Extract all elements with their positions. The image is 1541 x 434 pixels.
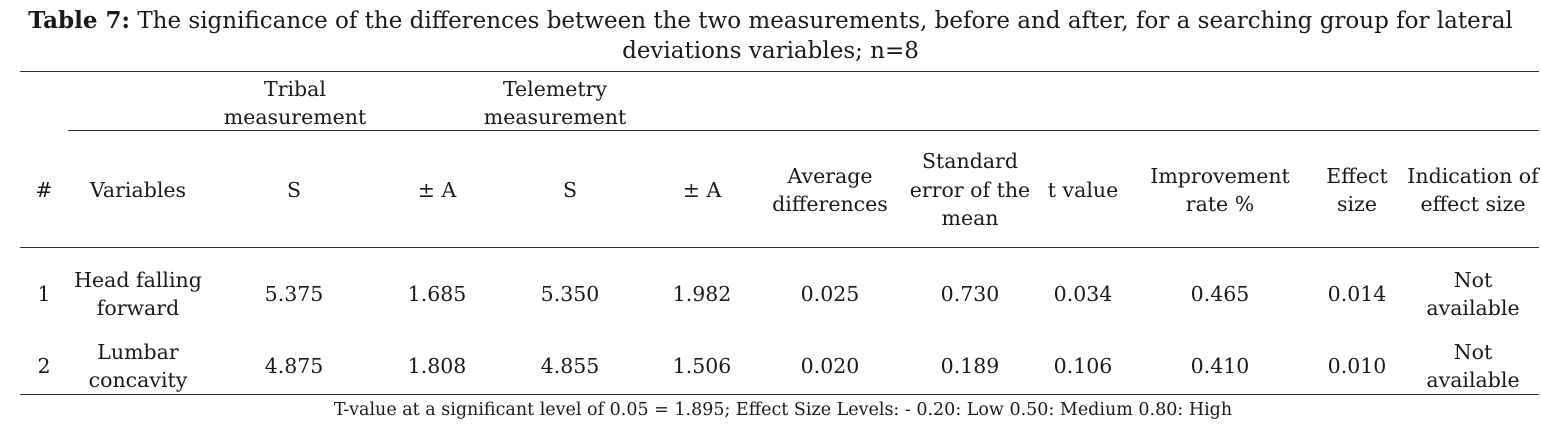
table-cell-variable: Head falling forward (74, 267, 202, 321)
col-header-num: # (35, 177, 53, 202)
col-header-tele-s: S (562, 177, 578, 202)
col-header-average-differences: Average differences (772, 163, 888, 217)
col-header-tele-a: ± A (682, 177, 722, 202)
col-header-tribal-a: ± A (417, 177, 457, 202)
bottom-rule (20, 394, 1539, 395)
col-header-tribal-s: S (286, 177, 302, 202)
group-header-tribal: Tribal measurement (223, 76, 367, 130)
table-cell-effect-size: 0.014 (1327, 281, 1387, 306)
table-cell-tele-a: 1.982 (672, 281, 732, 306)
col-header-standard-error: Standard error of the mean (909, 149, 1031, 231)
table-cell-improvement-rate: 0.410 (1190, 353, 1250, 378)
table-cell-variable: Lumbar concavity (88, 339, 188, 393)
table-cell-average-differences: 0.025 (800, 281, 860, 306)
table-cell-tele-s: 4.855 (540, 353, 600, 378)
top-rule (20, 71, 1539, 72)
table-cell-tele-a: 1.506 (672, 353, 732, 378)
header-rule (20, 247, 1539, 248)
table-cell-tribal-s: 5.375 (264, 281, 324, 306)
table-caption: Table 7: The significance of the differe… (0, 6, 1541, 66)
col-header-t-value: t value (1047, 177, 1119, 202)
col-header-indication: Indication of effect size (1407, 163, 1539, 217)
table-cell-t-value: 0.034 (1053, 281, 1113, 306)
table-cell-standard-error: 0.189 (940, 353, 1000, 378)
table-cell-num: 1 (37, 281, 51, 306)
table-cell-tribal-a: 1.685 (407, 281, 467, 306)
table-cell-indication: Not available (1426, 267, 1520, 321)
table-cell-average-differences: 0.020 (800, 353, 860, 378)
table-cell-num: 2 (37, 353, 51, 378)
table-cell-standard-error: 0.730 (940, 281, 1000, 306)
table-cell-improvement-rate: 0.465 (1190, 281, 1250, 306)
table-cell-tele-s: 5.350 (540, 281, 600, 306)
col-header-improvement-rate: Improvement rate % (1150, 163, 1290, 217)
col-header-effect-size: Effect size (1326, 163, 1388, 217)
table-cell-tribal-a: 1.808 (407, 353, 467, 378)
group-header-rule (68, 130, 1539, 131)
caption-text: The significance of the differences betw… (130, 8, 1513, 64)
group-header-telemetry: Telemetry measurement (483, 76, 627, 130)
caption-label: Table 7: (28, 7, 131, 34)
table-cell-tribal-s: 4.875 (264, 353, 324, 378)
col-header-variables: Variables (89, 177, 187, 202)
table-footnote: T-value at a significant level of 0.05 =… (333, 400, 1233, 420)
table-cell-indication: Not available (1426, 339, 1520, 393)
table-cell-t-value: 0.106 (1053, 353, 1113, 378)
table-cell-effect-size: 0.010 (1327, 353, 1387, 378)
